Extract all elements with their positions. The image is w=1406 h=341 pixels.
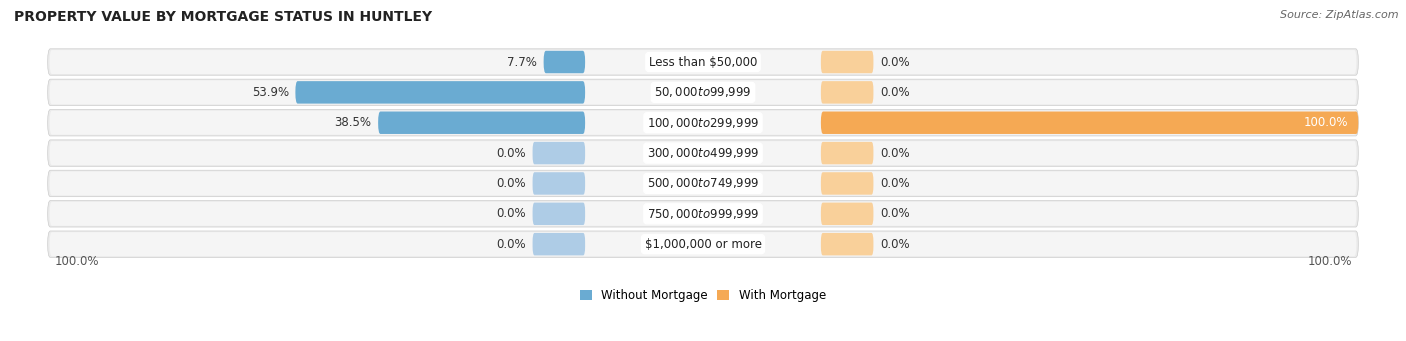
Text: $1,000,000 or more: $1,000,000 or more: [644, 238, 762, 251]
FancyBboxPatch shape: [48, 231, 1358, 257]
Text: 100.0%: 100.0%: [55, 255, 98, 268]
FancyBboxPatch shape: [821, 81, 873, 104]
Text: 0.0%: 0.0%: [880, 86, 910, 99]
Text: 0.0%: 0.0%: [880, 238, 910, 251]
FancyBboxPatch shape: [48, 79, 1358, 106]
Text: Source: ZipAtlas.com: Source: ZipAtlas.com: [1281, 10, 1399, 20]
FancyBboxPatch shape: [49, 80, 1357, 104]
Text: PROPERTY VALUE BY MORTGAGE STATUS IN HUNTLEY: PROPERTY VALUE BY MORTGAGE STATUS IN HUN…: [14, 10, 432, 24]
FancyBboxPatch shape: [48, 109, 1358, 136]
Text: Less than $50,000: Less than $50,000: [648, 56, 758, 69]
Text: 38.5%: 38.5%: [335, 116, 371, 129]
Text: 100.0%: 100.0%: [1303, 116, 1348, 129]
Text: 53.9%: 53.9%: [252, 86, 288, 99]
FancyBboxPatch shape: [821, 112, 1358, 134]
FancyBboxPatch shape: [49, 50, 1357, 74]
FancyBboxPatch shape: [49, 141, 1357, 165]
FancyBboxPatch shape: [48, 140, 1358, 166]
FancyBboxPatch shape: [821, 233, 873, 255]
Text: $300,000 to $499,999: $300,000 to $499,999: [647, 146, 759, 160]
FancyBboxPatch shape: [821, 51, 873, 73]
FancyBboxPatch shape: [48, 49, 1358, 75]
Text: 100.0%: 100.0%: [1308, 255, 1351, 268]
FancyBboxPatch shape: [378, 112, 585, 134]
FancyBboxPatch shape: [49, 172, 1357, 195]
Text: 0.0%: 0.0%: [496, 147, 526, 160]
FancyBboxPatch shape: [533, 142, 585, 164]
FancyBboxPatch shape: [821, 203, 873, 225]
Text: $750,000 to $999,999: $750,000 to $999,999: [647, 207, 759, 221]
FancyBboxPatch shape: [49, 232, 1357, 256]
Text: 0.0%: 0.0%: [496, 238, 526, 251]
Text: 0.0%: 0.0%: [496, 177, 526, 190]
FancyBboxPatch shape: [48, 201, 1358, 227]
Text: 0.0%: 0.0%: [496, 207, 526, 220]
FancyBboxPatch shape: [533, 172, 585, 195]
Text: 7.7%: 7.7%: [508, 56, 537, 69]
FancyBboxPatch shape: [49, 111, 1357, 135]
FancyBboxPatch shape: [49, 202, 1357, 226]
Legend: Without Mortgage, With Mortgage: Without Mortgage, With Mortgage: [575, 284, 831, 307]
FancyBboxPatch shape: [533, 203, 585, 225]
FancyBboxPatch shape: [544, 51, 585, 73]
Text: $500,000 to $749,999: $500,000 to $749,999: [647, 176, 759, 191]
FancyBboxPatch shape: [533, 233, 585, 255]
FancyBboxPatch shape: [821, 172, 873, 195]
FancyBboxPatch shape: [295, 81, 585, 104]
Text: $100,000 to $299,999: $100,000 to $299,999: [647, 116, 759, 130]
FancyBboxPatch shape: [48, 170, 1358, 197]
Text: 0.0%: 0.0%: [880, 56, 910, 69]
FancyBboxPatch shape: [821, 142, 873, 164]
Text: 0.0%: 0.0%: [880, 147, 910, 160]
Text: $50,000 to $99,999: $50,000 to $99,999: [654, 85, 752, 99]
Text: 0.0%: 0.0%: [880, 177, 910, 190]
Text: 0.0%: 0.0%: [880, 207, 910, 220]
